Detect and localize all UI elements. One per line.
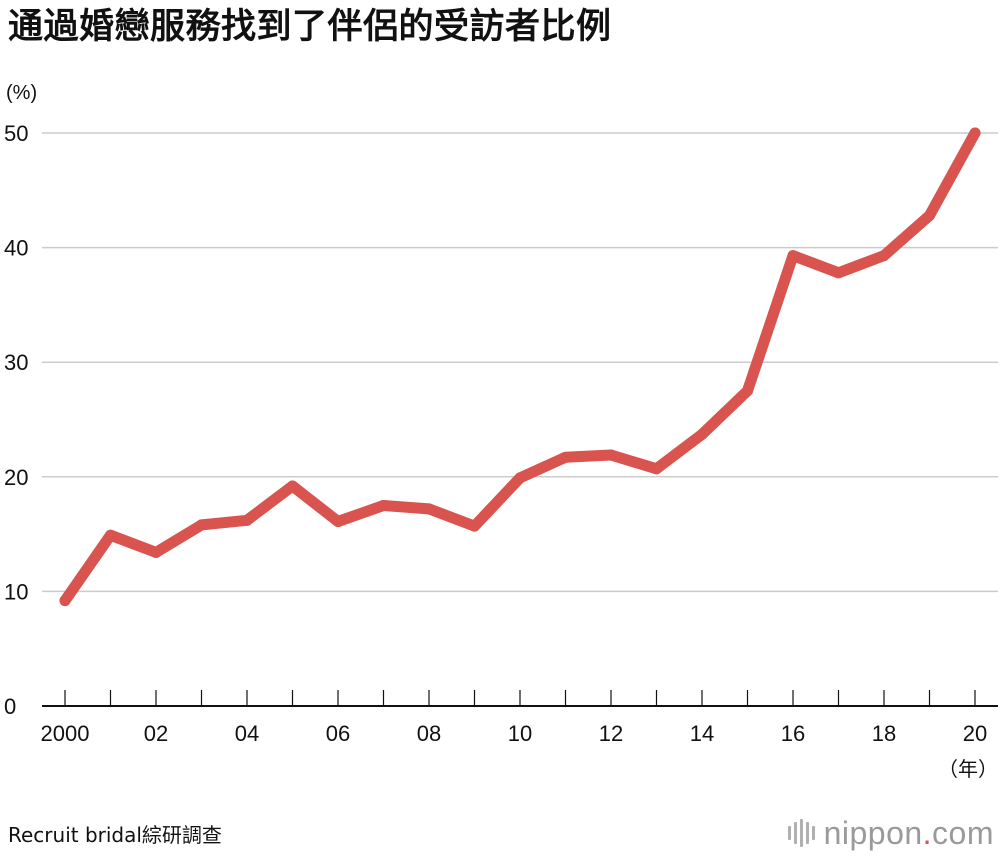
data-point [787,250,799,262]
data-point [287,480,298,492]
data-point [605,449,617,461]
data-point [59,595,71,607]
x-tick-label: 06 [326,721,350,746]
data-point [969,127,981,139]
data-point [560,451,571,463]
data-point [651,463,662,475]
x-tick-label: 18 [872,721,896,746]
y-tick-label: 30 [4,350,28,375]
data-point [105,529,116,541]
data-point [150,546,162,558]
x-tick-label: 20 [963,721,987,746]
data-point [514,472,526,484]
y-axis-unit-label: (%) [6,82,37,104]
series-line [59,127,981,607]
source-note: Recruit bridal綜研調查 [8,823,222,847]
x-tick-label: 08 [417,721,441,746]
data-point [196,519,207,531]
y-tick-label: 50 [4,121,28,146]
data-point [469,520,480,532]
x-axis: 2000 02 04 06 08 10 12 14 16 18 20 [41,690,998,746]
nippon-wordmark: nippon.com [824,816,994,850]
data-point [696,428,708,440]
brand-suffix: com [932,815,994,851]
data-point [241,514,253,526]
brand-name: nippon [823,815,923,851]
data-point [878,250,890,262]
y-tick-label: 20 [4,465,28,490]
nippon-logo: nippon.com [787,816,994,850]
chart-title: 通過婚戀服務找到了伴侶的受訪者比例 [8,7,612,47]
x-tick-label: 12 [599,721,623,746]
data-point [332,515,344,527]
data-point [924,210,935,222]
y-tick-label: 10 [4,579,28,604]
x-tick-label: 2000 [41,721,90,746]
x-tick-label: 14 [690,721,714,746]
x-axis-unit-label: （年） [938,758,998,781]
series-line-group [59,127,981,607]
x-tick-label: 02 [144,721,168,746]
gridlines: 0 10 20 30 40 50 [4,121,998,719]
nippon-logo-bars-icon [787,819,815,847]
data-point [378,499,389,511]
y-tick-label: 40 [4,236,28,261]
data-point [423,503,435,515]
x-tick-label: 10 [508,721,532,746]
x-tick-label: 04 [235,721,259,746]
brand-dot: . [922,815,933,851]
data-point [742,385,753,397]
data-point [833,267,844,279]
y-tick-label: 0 [4,694,16,719]
x-tick-label: 16 [781,721,805,746]
